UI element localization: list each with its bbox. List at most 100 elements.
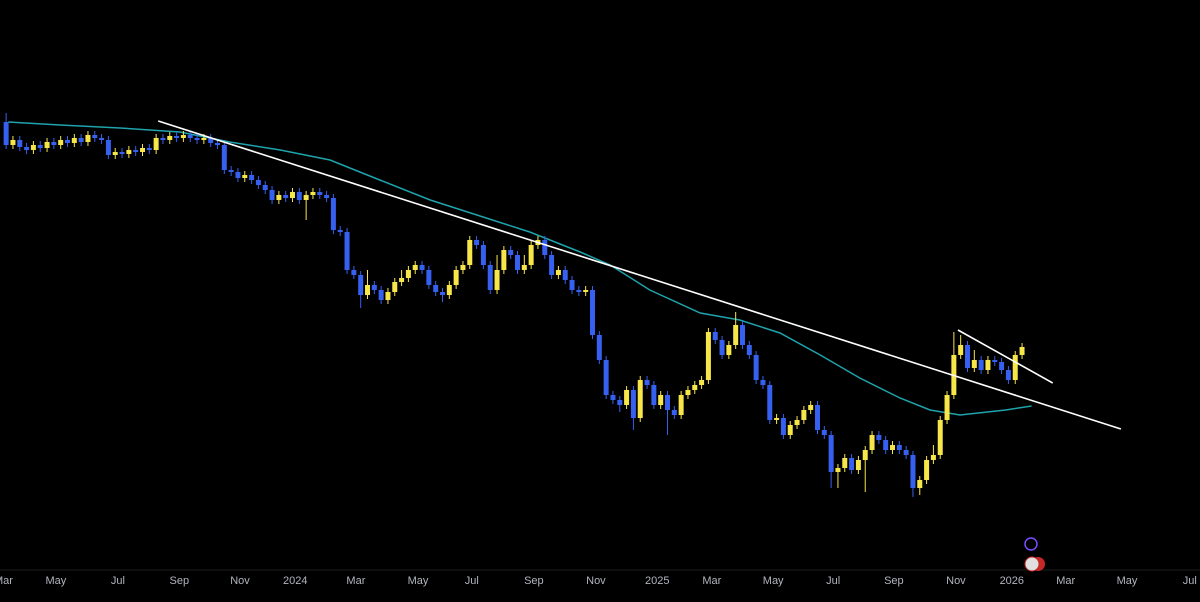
candle-body [576, 290, 582, 292]
candle-body [583, 290, 589, 292]
candle-body [262, 185, 268, 190]
candle-body [549, 255, 555, 275]
candle-body [249, 175, 255, 180]
candle-body [542, 240, 548, 255]
candle-body [269, 190, 275, 200]
candle-body [215, 143, 220, 145]
candle-body [119, 152, 125, 154]
candle-body [351, 270, 357, 275]
candle-body [44, 142, 50, 148]
candle-body [187, 135, 193, 138]
candle-body [453, 270, 459, 285]
candle-body [385, 292, 391, 300]
candle-body [140, 148, 145, 152]
candle-body [658, 395, 664, 405]
candle-body [515, 255, 520, 270]
candle-body [153, 138, 159, 150]
candle-body [228, 170, 234, 172]
candle-body [699, 380, 705, 385]
candle-body [133, 150, 139, 152]
candle-body [208, 138, 214, 143]
candle-body [705, 332, 711, 380]
candle-body [767, 385, 773, 420]
candle-body [808, 405, 814, 410]
candle-body [903, 450, 909, 455]
candle-body [412, 265, 418, 270]
candle-body [971, 360, 977, 368]
candle-body [651, 385, 657, 405]
candle-body [92, 135, 98, 138]
candle-body [440, 292, 445, 295]
candle-body [105, 140, 111, 155]
candle-body [890, 445, 895, 450]
x-tick-label: May [46, 575, 67, 587]
x-axis-band [0, 570, 1200, 602]
candle-body [794, 420, 800, 425]
candle-body [460, 265, 466, 270]
candle-body [958, 345, 964, 355]
event-icon [1024, 556, 1040, 572]
candle-body [930, 455, 936, 460]
x-tick-label: May [1117, 575, 1138, 587]
candle-body [733, 325, 739, 345]
candle-body [201, 138, 207, 140]
candle-body [835, 468, 841, 472]
candle-body [174, 136, 180, 138]
candle-body [399, 278, 405, 282]
candle-body [569, 280, 575, 290]
candle-body [51, 142, 57, 145]
candle-body [433, 285, 439, 292]
candle-body [242, 175, 248, 178]
trendline [157, 120, 1122, 430]
candle-body [896, 445, 902, 450]
x-tick-label: Jul [111, 575, 125, 587]
candle-body [712, 332, 718, 340]
x-tick-label: Sep [170, 575, 190, 587]
candle-body [358, 275, 364, 295]
candle-body [303, 195, 309, 200]
candle-body [194, 138, 200, 140]
plot [3, 113, 1122, 497]
candle-body [99, 138, 105, 140]
candle-body [726, 345, 732, 355]
candle-body [180, 135, 186, 138]
candle-body [426, 270, 432, 285]
candle-body [787, 425, 793, 435]
candle-body [290, 192, 295, 198]
candle-body [842, 458, 848, 468]
candle-body [65, 140, 70, 143]
event-icon [1024, 537, 1038, 551]
candle-body [740, 325, 745, 345]
candle-body [596, 335, 602, 360]
moving-average [8, 121, 1032, 416]
candle-body [296, 192, 302, 200]
candle-body [344, 232, 350, 270]
candle-body [746, 345, 752, 355]
candle-body [10, 140, 16, 145]
candle-body [501, 250, 507, 270]
x-tick-label: Sep [884, 575, 904, 587]
x-tick-label: Jul [826, 575, 840, 587]
x-tick-label: Jul [1183, 575, 1197, 587]
candle-body [610, 395, 616, 400]
candle-body [883, 440, 889, 450]
candle-body [528, 245, 534, 265]
candle-body [494, 270, 500, 290]
trendline [957, 329, 1054, 384]
candle-body [255, 180, 261, 185]
candle-body [310, 192, 316, 195]
candle-body [562, 270, 568, 280]
candle-body [801, 410, 807, 420]
candle-body [276, 195, 282, 200]
candle-body [1005, 370, 1011, 380]
event-icons [1024, 537, 1045, 572]
x-tick-label: Mar [346, 575, 365, 587]
candle-body [869, 435, 875, 450]
x-tick-label: 2025 [645, 575, 669, 587]
candle-body [467, 240, 473, 265]
candle-body [692, 385, 698, 390]
candle-body [58, 140, 64, 145]
candle-body [405, 270, 411, 278]
